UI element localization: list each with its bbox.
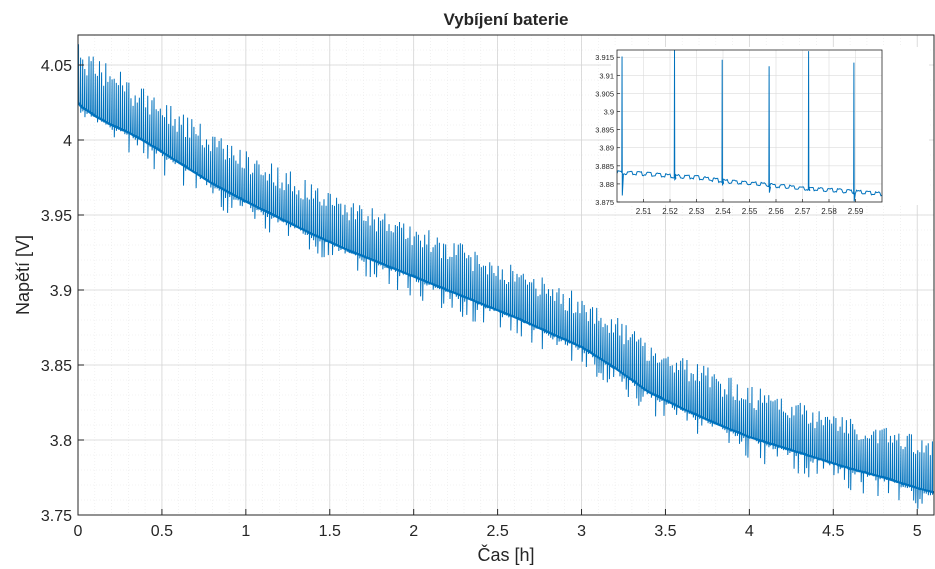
inset-x-tick-label: 2.56 [768, 207, 784, 216]
main-y-ticks: 3.75 3.8 3.85 3.9 3.95 4 4.05 [41, 58, 84, 525]
inset-y-tick-label: 3.91 [599, 71, 614, 80]
x-tick-label: 4 [745, 523, 754, 540]
inset-x-tick-label: 2.59 [848, 207, 864, 216]
inset-y-tick-label: 3.89 [599, 144, 614, 153]
inset-x-tick-label: 2.51 [636, 207, 652, 216]
y-axis-label: Napětí [V] [13, 235, 33, 315]
x-axis-label: Čas [h] [477, 544, 534, 565]
x-tick-label: 2.5 [486, 523, 508, 540]
y-tick-label: 3.85 [41, 358, 72, 375]
y-tick-label: 3.75 [41, 508, 72, 525]
inset-y-ticks: 3.875 3.88 3.885 3.89 3.895 3.9 3.905 3.91 3.915 [595, 53, 620, 207]
inset-y-tick-label: 3.905 [595, 89, 614, 98]
y-tick-label: 3.9 [50, 283, 72, 300]
x-tick-label: 2 [409, 523, 418, 540]
inset-x-tick-label: 2.53 [689, 207, 705, 216]
inset-y-tick-label: 3.885 [595, 162, 614, 171]
inset-y-tick-label: 3.875 [595, 198, 614, 207]
y-tick-label: 4 [63, 133, 72, 150]
x-tick-label: 4.5 [822, 523, 844, 540]
inset-axes: 2.51 2.52 2.53 2.54 2.55 2.56 2.57 2.58 2.59 3.8… [595, 47, 929, 216]
inset-y-tick-label: 3.915 [595, 53, 614, 62]
inset-y-tick-label: 3.88 [599, 180, 614, 189]
inset-x-tick-label: 2.57 [795, 207, 811, 216]
inset-x-ticks: 2.51 2.52 2.53 2.54 2.55 2.56 2.57 2.58 2.59 [636, 199, 864, 216]
y-tick-label: 3.95 [41, 208, 72, 225]
chart-title: Vybíjení baterie [443, 10, 568, 29]
inset-x-tick-label: 2.55 [742, 207, 758, 216]
main-series [78, 44, 934, 509]
inset-series [617, 50, 882, 202]
inset-x-tick-label: 2.58 [821, 207, 837, 216]
inset-y-tick-label: 3.895 [595, 126, 614, 135]
inset-background [611, 47, 929, 205]
x-tick-label: 3 [577, 523, 586, 540]
inset-x-tick-label: 2.52 [662, 207, 678, 216]
x-tick-label: 1 [241, 523, 250, 540]
inset-x-tick-label: 2.54 [715, 207, 731, 216]
voltage-baseline-line [78, 101, 934, 494]
x-tick-label: 3.5 [654, 523, 676, 540]
y-tick-label: 4.05 [41, 58, 72, 75]
inset-y-tick-label: 3.9 [604, 108, 614, 117]
x-tick-label: 5 [913, 523, 922, 540]
x-tick-label: 0 [74, 523, 83, 540]
main-axes-frame [77, 34, 935, 516]
inset-voltage-series-line [617, 50, 882, 202]
main-x-ticks: 0 0.5 1 1.5 2 2.5 3 3.5 4 4.5 5 [74, 509, 922, 540]
y-tick-label: 3.8 [50, 433, 72, 450]
x-tick-label: 1.5 [319, 523, 341, 540]
x-tick-label: 0.5 [151, 523, 173, 540]
